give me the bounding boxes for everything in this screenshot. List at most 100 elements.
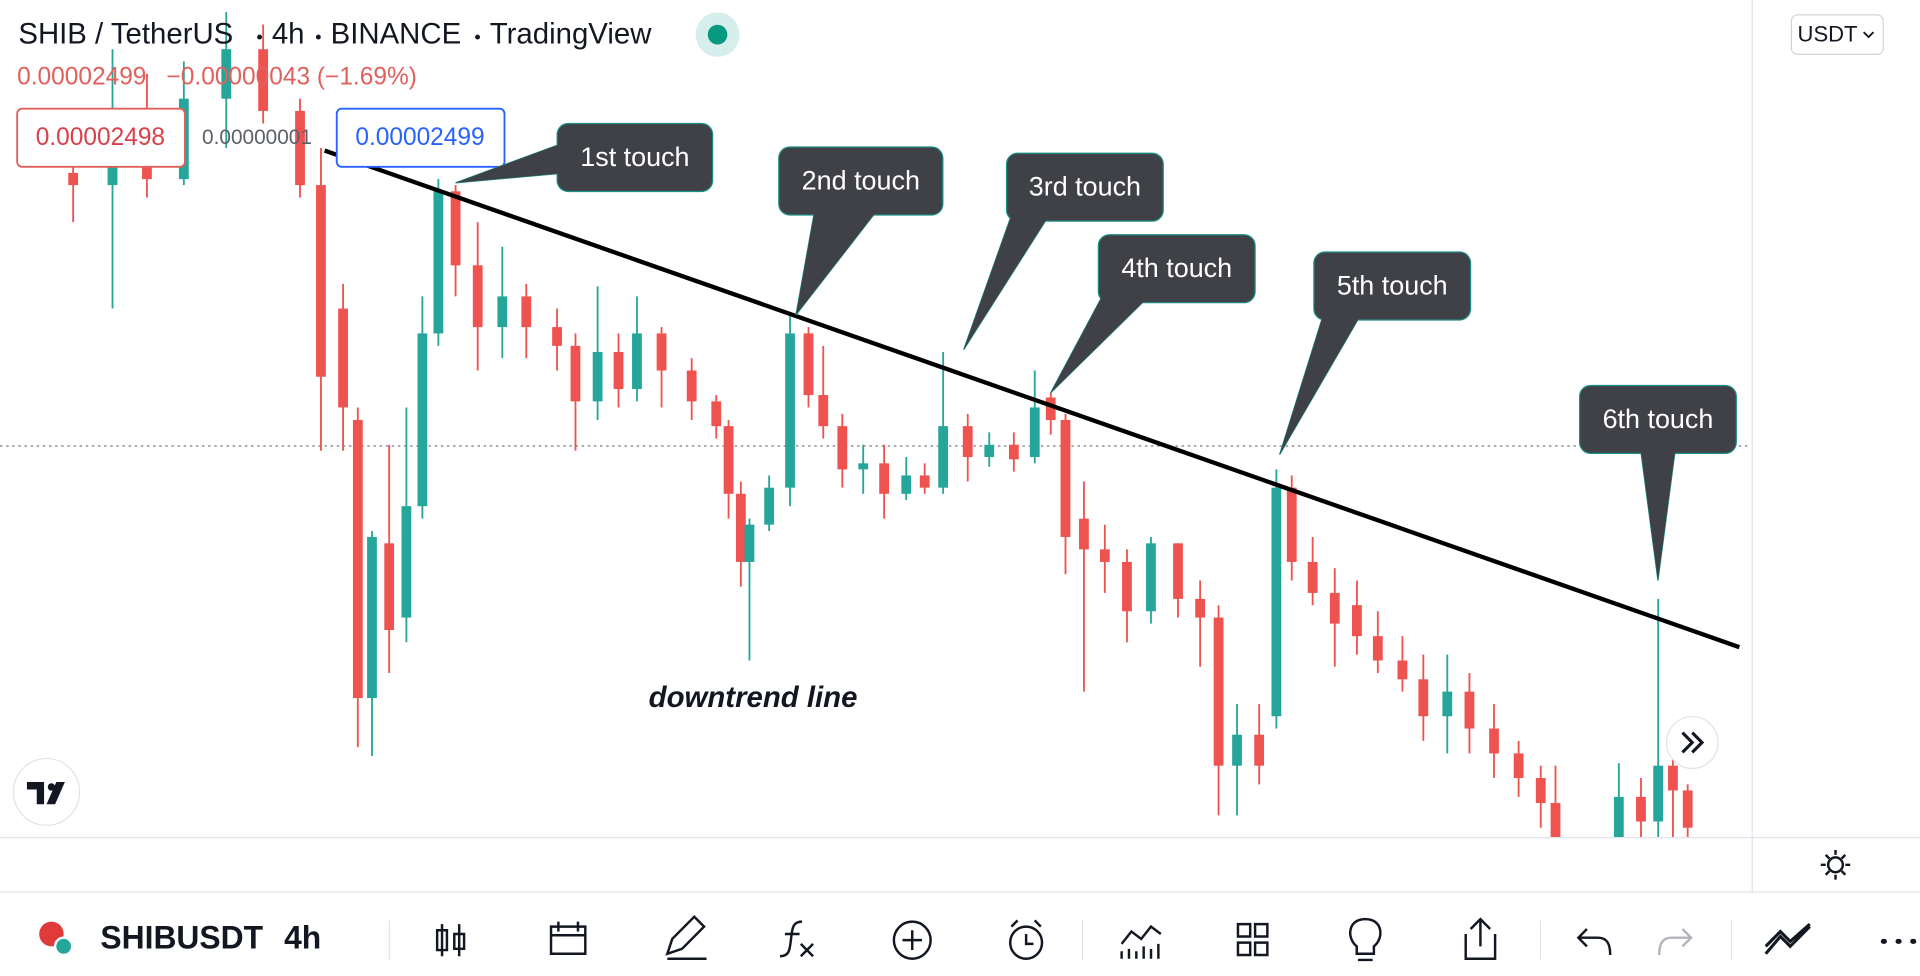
header: SHIB / TetherUS 4h BINANCE TradingView 0… <box>16 12 740 168</box>
add-icon[interactable] <box>892 920 932 960</box>
logo-bg[interactable] <box>12 757 81 826</box>
candle-body <box>1008 444 1019 460</box>
candle-body <box>1653 765 1664 822</box>
candle-body <box>1195 598 1206 618</box>
callout-text: 3rd touch <box>1029 171 1141 201</box>
candle-body <box>552 327 562 346</box>
separator <box>315 34 321 40</box>
symbol-title: SHIB / TetherUS <box>18 18 233 51</box>
candle-body <box>1307 561 1318 593</box>
candle-body <box>1682 790 1693 828</box>
candle-body <box>401 506 412 618</box>
axes <box>0 0 1920 893</box>
candle-body <box>837 426 848 470</box>
candle-body <box>1636 796 1646 822</box>
candle-body <box>1442 691 1453 717</box>
candle-body <box>1099 549 1110 562</box>
candle-body <box>221 49 232 99</box>
callout-joint <box>455 142 566 183</box>
callout-text: 6th touch <box>1603 404 1714 434</box>
compare-icon[interactable] <box>549 921 587 955</box>
candle-body <box>1122 561 1132 612</box>
candle-body <box>938 426 949 488</box>
logo-mark[interactable] <box>26 782 65 805</box>
candle-body <box>764 487 775 525</box>
indicators-icon[interactable] <box>779 920 814 958</box>
scroll-arrows[interactable] <box>1681 731 1705 754</box>
redo-icon[interactable] <box>1657 928 1693 956</box>
candle-body <box>1254 734 1265 766</box>
candle-body <box>962 426 973 458</box>
bottom-toolbar: SHIBUSDT 4h <box>39 914 1917 962</box>
currency-button-bg[interactable] <box>1790 14 1884 55</box>
settings-rays[interactable] <box>1820 849 1851 880</box>
candle-body <box>1464 691 1475 729</box>
candle-body <box>1372 636 1383 661</box>
candle-body <box>450 191 461 266</box>
status-dot <box>707 24 728 45</box>
tv-logo[interactable] <box>12 757 81 826</box>
candle-body <box>1213 617 1224 766</box>
layout-icon[interactable] <box>1236 922 1269 957</box>
chart-type-icon[interactable] <box>435 924 466 957</box>
draw-icon[interactable] <box>665 914 707 960</box>
candle-body <box>818 395 829 427</box>
candle-body <box>1173 543 1183 599</box>
candle-body <box>858 463 869 470</box>
drawing-label: downtrend line <box>649 681 858 714</box>
scroll-button[interactable] <box>1665 715 1719 770</box>
separator <box>475 34 480 40</box>
candle-body <box>338 308 348 408</box>
hint-icon[interactable] <box>1349 917 1382 962</box>
undo-icon[interactable] <box>1576 928 1612 956</box>
chevron[interactable] <box>1863 31 1875 39</box>
callout-text: 1st touch <box>580 142 689 172</box>
share-icon[interactable] <box>1464 917 1497 960</box>
candle-body <box>1668 765 1678 791</box>
candle-body <box>1271 487 1282 717</box>
currency-button[interactable]: USDT <box>1790 14 1884 55</box>
alert-icon[interactable] <box>1008 925 1044 960</box>
bid-price[interactable]: 0.00002498 <box>36 124 165 151</box>
candle-body <box>433 191 444 334</box>
sell-box[interactable] <box>16 107 186 168</box>
candle-body <box>1489 728 1499 754</box>
last-price: 0.00002499 <box>17 63 146 90</box>
toolbar-interval[interactable]: 4h <box>284 920 321 956</box>
candle-body <box>613 351 624 390</box>
callout-box <box>1313 251 1472 321</box>
candle-body <box>1329 592 1340 624</box>
settings[interactable] <box>1820 849 1851 880</box>
logo-dot[interactable] <box>47 783 56 791</box>
candle-body <box>1352 605 1362 637</box>
ask-price[interactable]: 0.00002499 <box>355 124 484 151</box>
callout-joint <box>795 212 876 316</box>
toolbar-symbol[interactable]: SHIBUSDT <box>100 920 263 956</box>
settings-icon[interactable] <box>1826 856 1845 874</box>
candle-body <box>1397 660 1408 680</box>
candle-body <box>919 475 930 488</box>
candle-body <box>785 333 795 488</box>
alert-hands[interactable] <box>1010 919 1042 946</box>
trend-icon[interactable] <box>1764 922 1811 955</box>
buy-box[interactable] <box>335 107 506 168</box>
candle-body <box>1146 543 1156 612</box>
candle-body <box>68 172 79 186</box>
callouts: 1st touch 2nd touch 3rd touch 4th touch 5th … <box>455 122 1737 581</box>
candle-body <box>1060 419 1071 537</box>
callout-text: 4th touch <box>1121 253 1232 283</box>
add-icon-plus[interactable] <box>902 930 923 951</box>
candle-body <box>1045 397 1056 420</box>
coin-icon-quote[interactable] <box>53 936 74 957</box>
candle-body <box>1550 803 1561 838</box>
callout-joint <box>1279 317 1360 455</box>
candle-body <box>1079 518 1089 550</box>
ideas-icon[interactable] <box>1120 924 1162 959</box>
candle-body <box>1418 679 1429 717</box>
currency-label[interactable]: USDT <box>1798 22 1858 47</box>
candle-body <box>497 296 508 328</box>
